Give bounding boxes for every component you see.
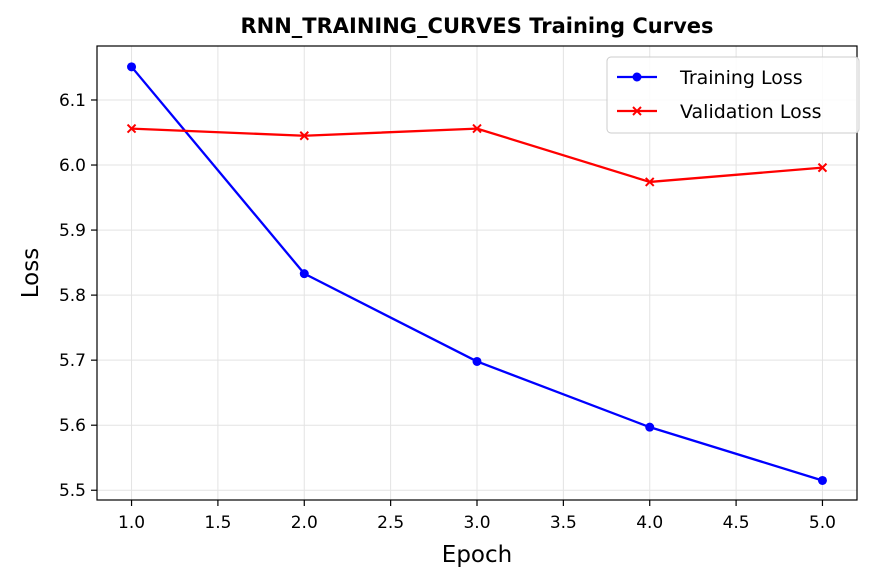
legend-label: Validation Loss xyxy=(680,101,822,123)
x-tick-label: 2.5 xyxy=(377,513,404,533)
y-tick-label: 6.1 xyxy=(59,91,86,111)
legend-marker xyxy=(632,106,642,116)
legend-label: Training Loss xyxy=(679,67,803,89)
data-point xyxy=(299,269,309,279)
data-point xyxy=(127,62,137,72)
data-point xyxy=(817,475,827,485)
x-tick-label: 4.5 xyxy=(723,513,750,533)
x-tick-label: 2.0 xyxy=(291,513,318,533)
series-1 xyxy=(127,62,827,485)
legend-item: Validation Loss xyxy=(617,101,822,123)
y-tick-label: 5.8 xyxy=(59,286,86,306)
legend-box xyxy=(606,56,860,134)
x-tick-label: 1.0 xyxy=(118,513,145,533)
plot-frame xyxy=(96,45,858,501)
data-point xyxy=(645,177,655,187)
data-point xyxy=(472,123,482,134)
data-point xyxy=(126,123,137,134)
x-axis-label: Epoch xyxy=(442,542,512,568)
data-point xyxy=(299,131,309,141)
axis-ticks: 1.0 1.5 2.0 2.5 3.0 3.5 4.0 4.5 5.0 5.5 5.6 5.7 5.8 5… xyxy=(59,91,836,533)
y-axis-label: Loss xyxy=(18,248,44,298)
y-tick-label: 5.7 xyxy=(59,351,86,371)
grid xyxy=(97,46,857,500)
y-tick-label: 5.9 xyxy=(59,221,86,241)
series-group xyxy=(126,62,828,485)
legend-item: Training Loss xyxy=(617,67,803,89)
data-point xyxy=(472,356,482,366)
y-tick-label: 5.5 xyxy=(59,481,86,501)
data-point xyxy=(817,162,828,173)
x-tick-label: 3.5 xyxy=(550,513,577,533)
legend: Training Loss Validation Loss xyxy=(606,56,860,134)
series-2 xyxy=(126,123,828,187)
legend-marker xyxy=(632,72,642,82)
x-tick-label: 5.0 xyxy=(809,513,836,533)
x-tick-label: 1.5 xyxy=(204,513,231,533)
data-point xyxy=(645,422,655,432)
x-tick-label: 3.0 xyxy=(463,513,490,533)
y-tick-label: 6.0 xyxy=(59,156,86,176)
x-tick-label: 4.0 xyxy=(636,513,663,533)
y-tick-label: 5.6 xyxy=(59,416,86,436)
chart-title: RNN_TRAINING_CURVES Training Curves xyxy=(240,14,713,38)
